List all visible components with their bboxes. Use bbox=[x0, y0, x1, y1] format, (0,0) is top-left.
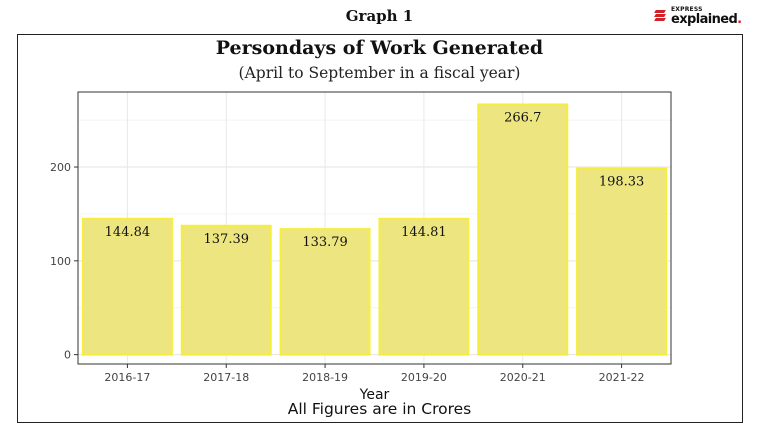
bar-2021-22 bbox=[576, 167, 668, 356]
bar-value-label: 133.79 bbox=[302, 235, 348, 250]
logo-express-text: EXPRESS bbox=[671, 6, 703, 13]
y-tick-label: 100 bbox=[50, 255, 71, 268]
grid-lines bbox=[78, 92, 671, 364]
chart-title: Persondays of Work Generated bbox=[215, 37, 544, 59]
y-tick-label: 0 bbox=[64, 349, 71, 362]
x-tick-label: 2020-21 bbox=[500, 371, 546, 384]
bar-value-label: 137.39 bbox=[204, 232, 250, 247]
x-tick-label: 2019-20 bbox=[401, 371, 447, 384]
express-explained-logo: EXPRESS explained. bbox=[654, 6, 747, 28]
plot-background bbox=[78, 92, 671, 364]
graph-label: Graph 1 bbox=[345, 7, 414, 25]
bar-2020-21 bbox=[477, 103, 569, 356]
chart-frame bbox=[17, 34, 743, 423]
bar-value-label: 198.33 bbox=[599, 175, 645, 190]
bars bbox=[81, 103, 668, 356]
bar-value-label: 144.81 bbox=[401, 225, 447, 240]
y-tick-label: 200 bbox=[50, 161, 71, 174]
x-tick-label: 2021-22 bbox=[599, 371, 645, 384]
x-tick-label: 2017-18 bbox=[203, 371, 249, 384]
figures-caption: All Figures are in Crores bbox=[287, 400, 472, 418]
bar-value-label: 266.7 bbox=[504, 110, 541, 125]
chart-subtitle: (April to September in a fiscal year) bbox=[238, 64, 521, 82]
bar-2018-19 bbox=[279, 228, 371, 356]
axis-ticks: 0 100 200 2016-17 2017-18 2018-19 2019-20 2020-… bbox=[50, 161, 645, 384]
bar-value-labels: 144.84 137.39 133.79 144.81 266.7 198.33 bbox=[105, 110, 645, 250]
bar-2019-20 bbox=[378, 217, 470, 356]
x-axis-title: Year bbox=[359, 387, 390, 403]
bar-2016-17 bbox=[81, 217, 173, 356]
x-tick-label: 2016-17 bbox=[104, 371, 150, 384]
plot-border bbox=[77, 91, 672, 365]
bar-value-label: 144.84 bbox=[105, 225, 151, 240]
logo-explained-text: explained. bbox=[671, 12, 742, 27]
bar-2017-18 bbox=[180, 224, 272, 356]
x-tick-label: 2018-19 bbox=[302, 371, 348, 384]
